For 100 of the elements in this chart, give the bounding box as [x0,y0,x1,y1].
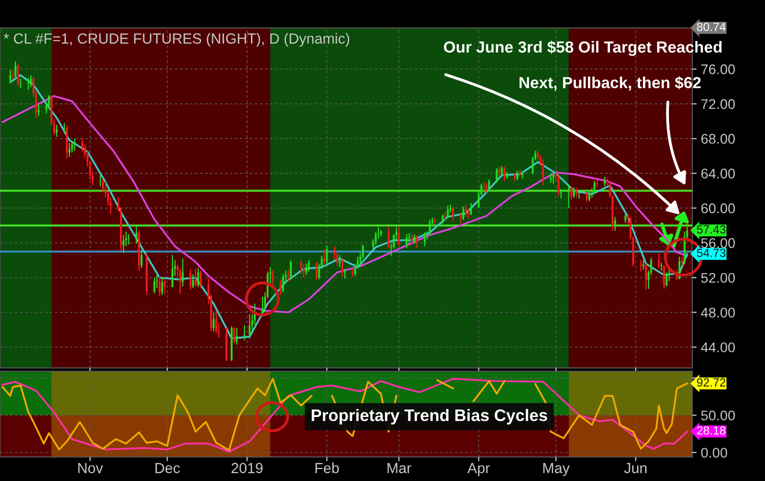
candlestick [308,260,310,272]
candlestick [614,216,616,232]
y-tick-label: 60.00 [701,203,735,214]
candlestick [568,184,570,209]
candlestick [485,182,488,194]
candlestick [27,77,30,90]
candlestick [550,172,552,184]
candlestick [516,170,518,181]
candlestick [446,204,449,218]
candlestick [604,176,606,187]
candlestick [140,249,143,269]
candlestick [316,261,318,281]
candlestick [560,188,562,200]
candlestick [624,212,626,224]
candlestick [290,260,292,280]
candlestick [30,74,32,88]
candlestick [410,234,413,246]
x-tick-label: Feb [315,462,339,474]
candlestick [179,268,182,295]
candlestick [500,166,503,178]
candlestick [215,310,218,334]
candlestick [71,142,74,154]
x-tick-label: Nov [78,463,103,474]
candlestick [158,275,161,296]
candlestick [658,252,660,269]
candlestick [552,172,554,184]
annotation: 92.72 [697,378,726,387]
candlestick [570,186,572,200]
candlestick [48,94,50,110]
candlestick [586,191,588,203]
candlestick [488,178,490,192]
candlestick [542,158,544,186]
x-tick-label: Dec [156,463,180,474]
chart-title: * CL #F=1, CRUDE FUTURES (NIGHT), D (Dynamic) [4,33,350,47]
candlestick [197,267,200,288]
candlestick [344,268,346,280]
candlestick [588,190,590,202]
candlestick [341,258,344,278]
candlestick [171,254,174,288]
y-tick-label: 64.00 [701,168,735,179]
candlestick [189,268,192,290]
candlestick [272,269,274,288]
x-tick-label: Jun [624,463,647,474]
candlestick [663,264,665,290]
candlestick [594,180,596,194]
candlestick [521,171,524,180]
candlestick [38,104,40,117]
candlestick [640,260,642,272]
candlestick [388,226,390,250]
y-tick-label: 68.00 [701,134,735,144]
candlestick [14,60,16,78]
annotation: 80.74 [696,22,726,32]
candlestick [428,218,431,236]
candlestick [398,226,400,247]
candlestick [413,234,416,244]
candlestick [248,314,251,339]
annotation: 54.73 [696,248,726,258]
candlestick [300,260,302,275]
x-tick-label: Apr [467,463,490,476]
candlestick [642,260,644,270]
candlestick [506,171,508,180]
candlestick [244,324,246,341]
candlestick [323,249,326,266]
y-tick-label: 44.00 [700,342,735,352]
candlestick [498,166,500,177]
x-tick-label: Mar [388,463,412,474]
candlestick [212,312,215,332]
candlestick [424,232,426,247]
candlestick [153,277,156,294]
candlestick [63,122,66,134]
x-tick-label: 2019 [232,462,263,474]
annotation: 28.18 [697,426,726,435]
candlestick [572,186,575,198]
y-tick-label: 76.00 [701,64,735,74]
candlestick [9,69,12,84]
candlestick [74,138,76,152]
candlestick [681,256,683,266]
candlestick [416,234,418,249]
candlestick [135,226,138,244]
candlestick [56,124,58,138]
y-tick-label: 52.00 [701,272,735,283]
candlestick [464,204,467,218]
annotation: Proprietary Trend Bias Cycles [312,408,548,424]
x-tick-label: May [543,463,570,476]
annotation: Next, Pullback, then $62 [520,76,701,91]
candlestick [12,69,14,80]
candlestick [336,250,338,267]
candlestick [194,268,197,287]
candlestick [233,326,236,344]
y-tick-label: 0.00 [701,448,728,458]
candlestick [161,277,164,296]
candlestick [442,214,444,224]
candlestick [192,274,194,289]
candlestick [17,63,19,88]
y-tick-label: 72.00 [701,99,735,110]
candlestick [20,78,22,89]
annotation: 57.43 [696,225,726,234]
candlestick [102,178,104,194]
candlestick [302,263,305,278]
candlestick [326,244,328,264]
